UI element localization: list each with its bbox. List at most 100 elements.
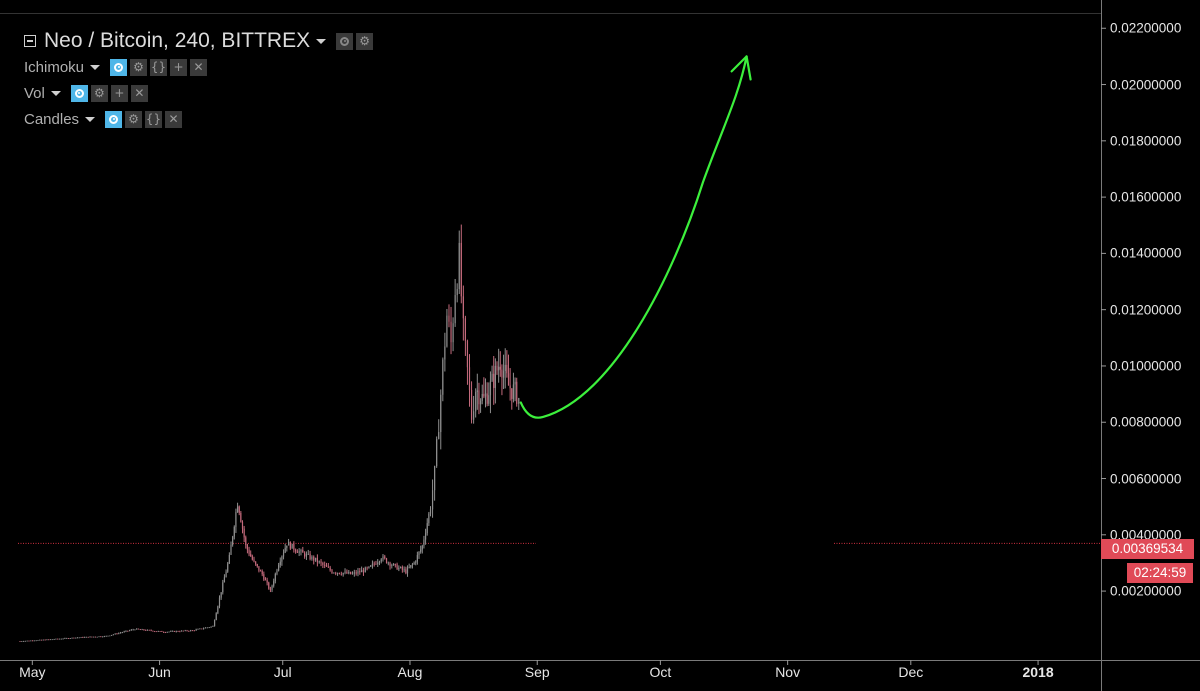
candle-body bbox=[139, 629, 141, 631]
source-code-icon[interactable]: {} bbox=[145, 110, 163, 128]
candle-body bbox=[448, 315, 450, 322]
candle-body bbox=[137, 628, 140, 630]
candle-body bbox=[313, 556, 315, 561]
candle-body bbox=[416, 555, 418, 562]
candle-body bbox=[112, 634, 114, 636]
candle-body bbox=[399, 566, 402, 568]
eye-icon[interactable] bbox=[70, 84, 88, 102]
candle-body bbox=[266, 580, 268, 583]
candle-body bbox=[351, 573, 354, 575]
arrow-annotation bbox=[519, 55, 748, 419]
close-icon[interactable]: ✕ bbox=[130, 84, 148, 102]
candle-body bbox=[177, 631, 179, 632]
candle-body bbox=[336, 572, 339, 574]
candle-body bbox=[26, 640, 28, 642]
y-tick-label: 0.01600000 bbox=[1110, 189, 1182, 205]
candle-body bbox=[514, 381, 516, 385]
x-tick-label: May bbox=[19, 664, 46, 680]
candle-body bbox=[220, 592, 222, 598]
candle-body bbox=[245, 537, 247, 546]
candle-body bbox=[516, 381, 518, 404]
candle-body bbox=[364, 567, 366, 573]
candle-body bbox=[75, 637, 77, 639]
candle-body bbox=[506, 364, 508, 374]
plus-icon[interactable]: + bbox=[110, 84, 128, 102]
current-price-label: 0.00369534 bbox=[1101, 539, 1194, 559]
candle-body bbox=[172, 631, 174, 632]
candle-body bbox=[322, 562, 324, 565]
close-icon[interactable]: ✕ bbox=[190, 58, 208, 76]
candle-body bbox=[67, 638, 70, 639]
close-icon[interactable]: ✕ bbox=[165, 110, 183, 128]
eye-icon[interactable] bbox=[110, 58, 128, 76]
candle-body bbox=[362, 570, 365, 573]
candle-body bbox=[51, 639, 53, 641]
gear-icon[interactable]: ⚙ bbox=[125, 110, 143, 128]
indicator-label-ichimoku[interactable]: Ichimoku bbox=[24, 58, 85, 76]
candle-body bbox=[405, 569, 407, 574]
candle-body bbox=[132, 629, 134, 631]
candle-body bbox=[466, 340, 469, 368]
candle-body bbox=[398, 567, 400, 570]
candle-body bbox=[462, 296, 464, 319]
candle-body bbox=[324, 564, 326, 566]
candle-body bbox=[489, 380, 492, 396]
candle-body bbox=[307, 553, 309, 555]
plus-icon[interactable]: + bbox=[170, 58, 188, 76]
candle-body bbox=[415, 561, 417, 563]
candle-body bbox=[276, 570, 278, 574]
candle-body bbox=[218, 597, 221, 607]
symbol-title[interactable]: Neo / Bitcoin, 240, BITTREX bbox=[44, 29, 311, 52]
candle-body bbox=[230, 544, 232, 555]
gear-icon[interactable]: ⚙ bbox=[130, 58, 148, 76]
candle-body bbox=[201, 628, 203, 630]
candle-body bbox=[33, 640, 35, 642]
source-code-icon[interactable]: {} bbox=[150, 58, 168, 76]
candle-body bbox=[406, 567, 409, 574]
legend-row-vol: Vol ⚙ + ✕ bbox=[24, 80, 376, 106]
legend-title-row: Neo / Bitcoin, 240, BITTREX ⚙ bbox=[24, 28, 376, 54]
chevron-down-icon[interactable] bbox=[50, 90, 61, 96]
candle-body bbox=[159, 631, 161, 632]
chevron-down-icon[interactable] bbox=[316, 38, 327, 44]
candle-body bbox=[361, 570, 363, 573]
candle-body bbox=[494, 365, 496, 388]
candle-body bbox=[175, 631, 177, 632]
candle-body bbox=[30, 640, 32, 642]
candle-body bbox=[73, 637, 75, 639]
candle-body bbox=[261, 570, 263, 575]
candle-body bbox=[246, 545, 249, 550]
candle-body bbox=[191, 630, 194, 632]
collapse-icon[interactable] bbox=[24, 35, 36, 47]
candle-body bbox=[512, 384, 515, 399]
candle-body bbox=[421, 545, 423, 550]
chevron-down-icon[interactable] bbox=[90, 64, 101, 70]
candle-body bbox=[264, 579, 267, 581]
candle-body bbox=[145, 630, 147, 631]
candle-body bbox=[501, 369, 503, 378]
eye-icon[interactable] bbox=[105, 110, 123, 128]
candle-body bbox=[255, 561, 257, 565]
candle-body bbox=[193, 630, 195, 632]
candle-body bbox=[282, 552, 285, 557]
chevron-down-icon[interactable] bbox=[85, 116, 96, 122]
candle-body bbox=[210, 626, 212, 628]
indicator-label-vol[interactable]: Vol bbox=[24, 84, 45, 102]
candle-body bbox=[31, 640, 34, 642]
candle-body bbox=[344, 571, 346, 573]
candle-body bbox=[190, 630, 192, 632]
candle-body bbox=[375, 563, 377, 565]
candle-body bbox=[378, 561, 381, 563]
eye-icon[interactable] bbox=[336, 32, 354, 50]
candle-body bbox=[236, 506, 239, 513]
gear-icon[interactable]: ⚙ bbox=[90, 84, 108, 102]
candle-body bbox=[57, 638, 59, 640]
candle-body bbox=[420, 549, 422, 552]
gear-icon[interactable]: ⚙ bbox=[356, 32, 374, 50]
candle-body bbox=[350, 571, 352, 575]
candle-body bbox=[64, 638, 66, 639]
x-tick-label: Jul bbox=[273, 664, 292, 680]
indicator-label-candles[interactable]: Candles bbox=[24, 110, 80, 128]
candle-body bbox=[42, 639, 44, 641]
